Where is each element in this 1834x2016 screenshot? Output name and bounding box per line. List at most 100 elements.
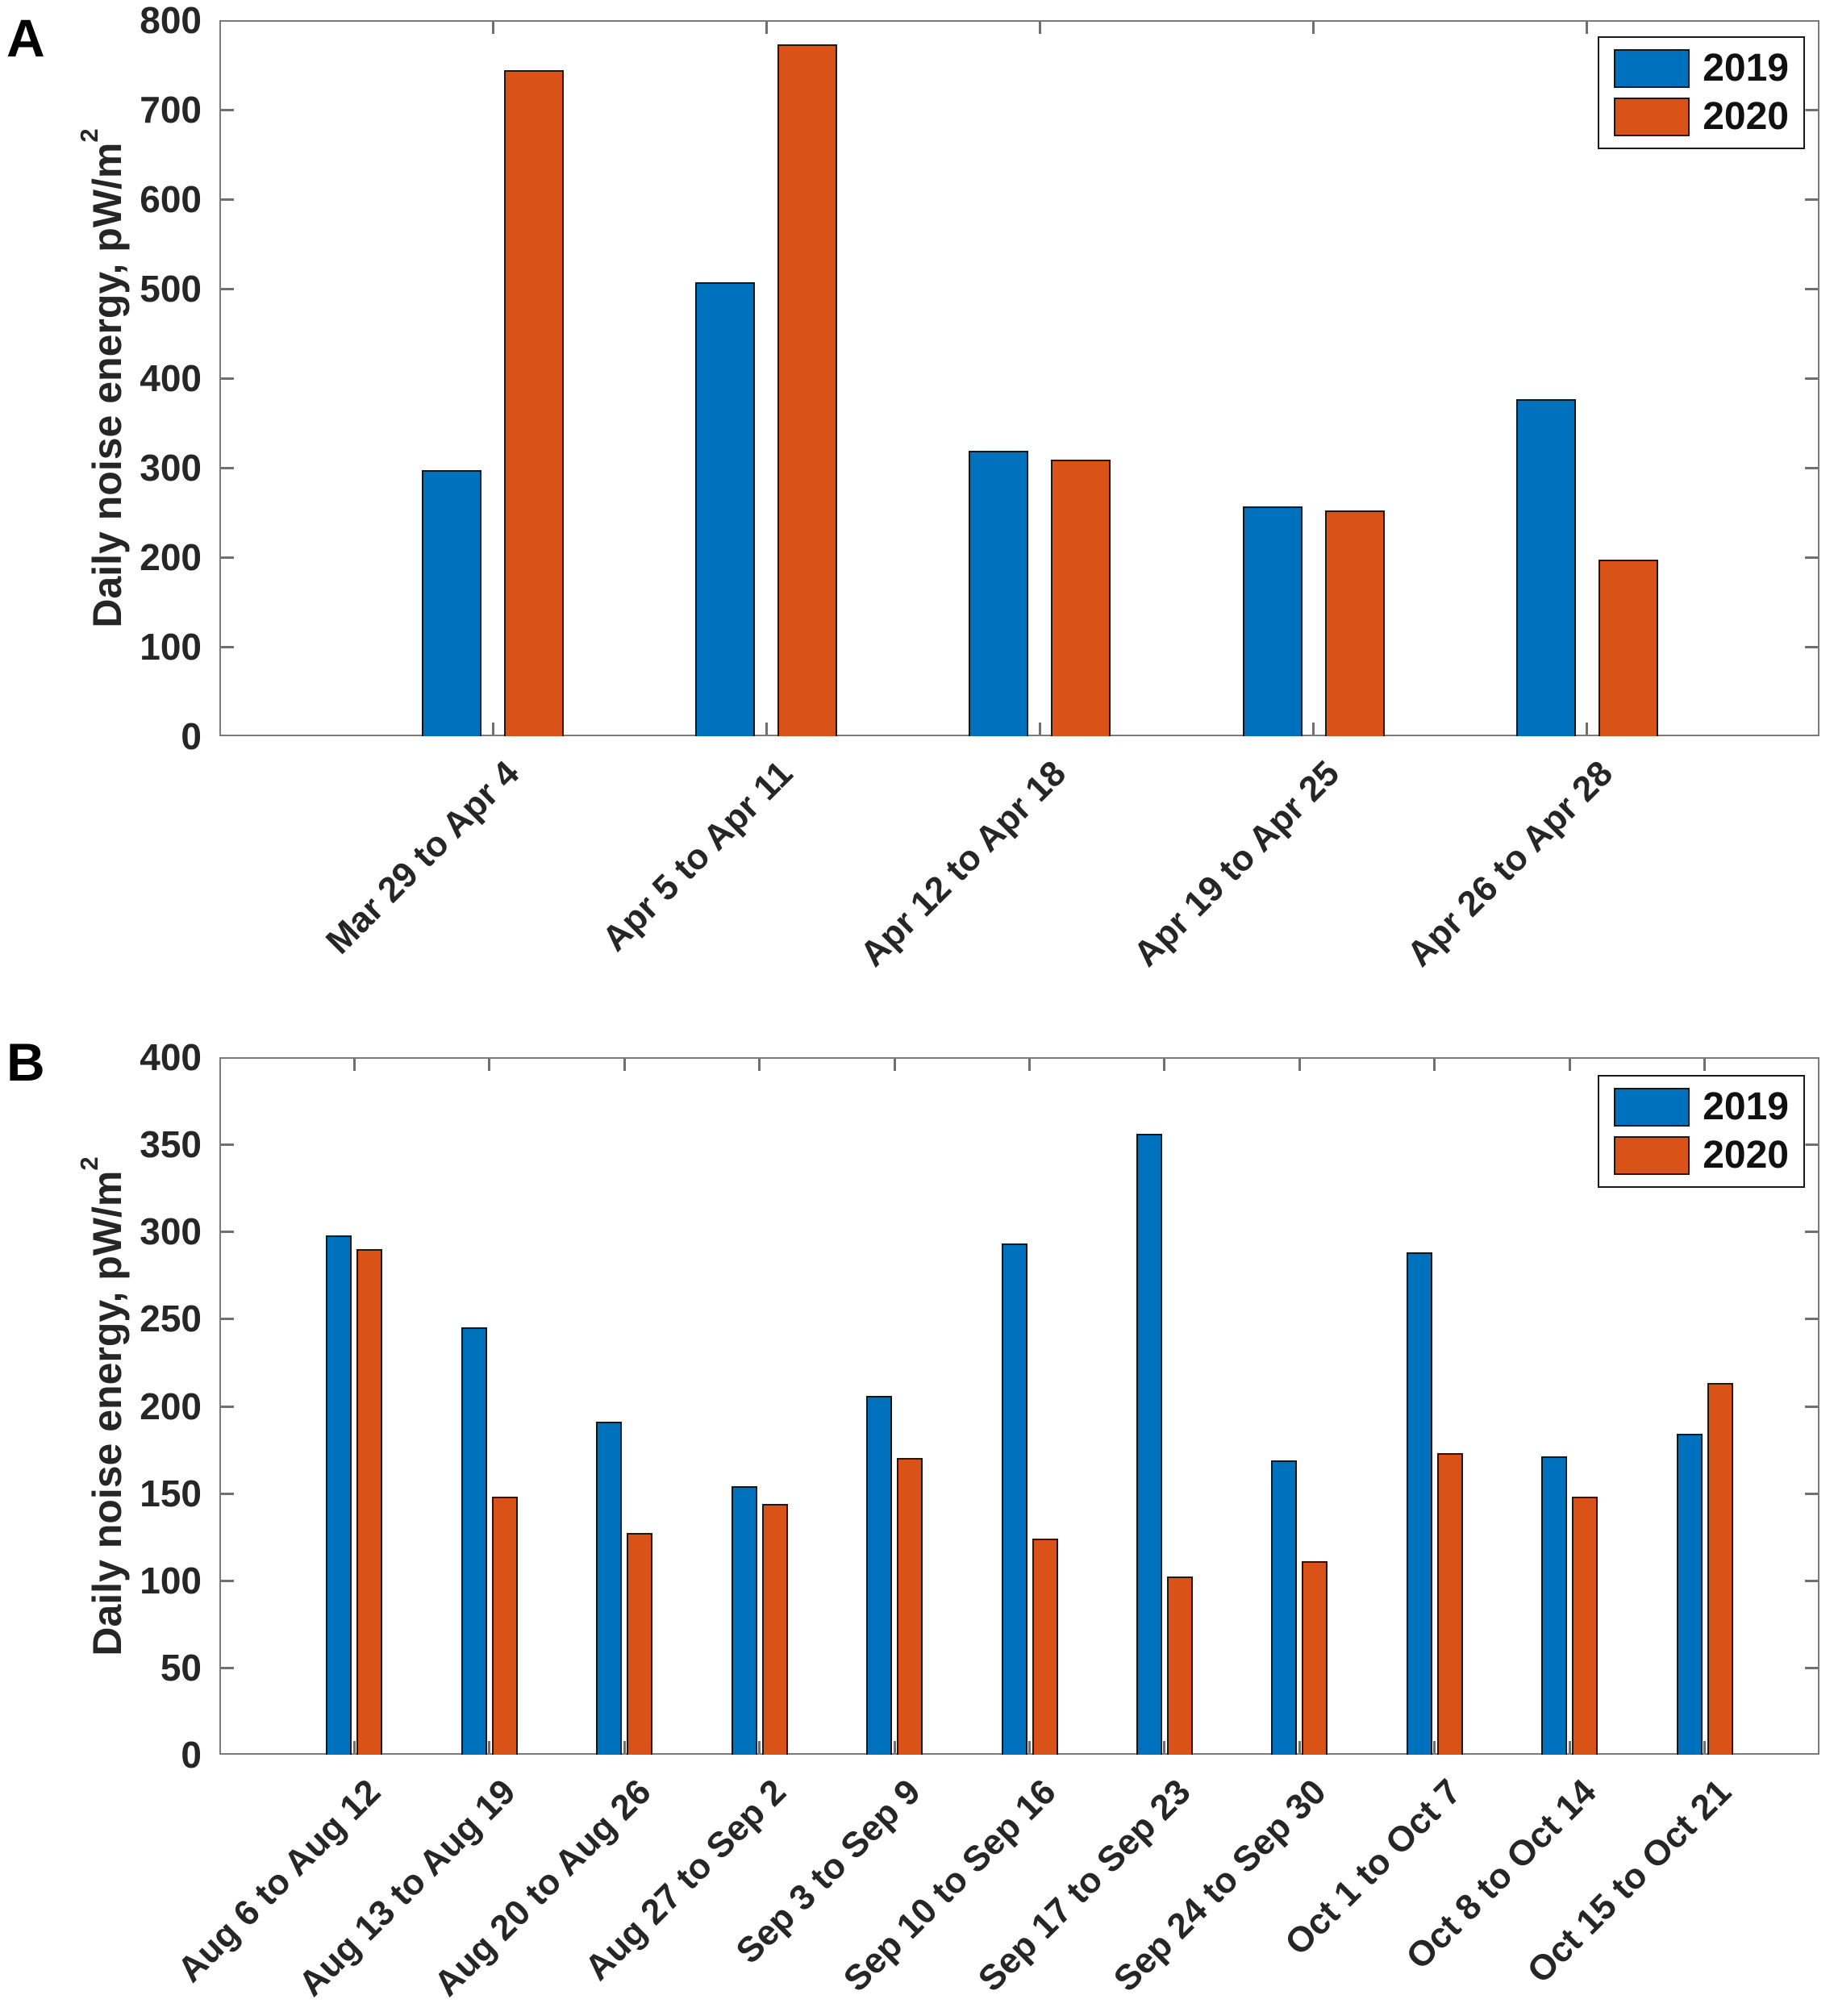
y-tick-mark-right <box>1805 1666 1818 1669</box>
y-tick-label: 0 <box>181 1734 202 1776</box>
y-tick-label: 100 <box>140 626 202 668</box>
x-tick-mark-bottom <box>1163 1741 1166 1753</box>
x-tick-mark-bottom <box>1038 723 1041 735</box>
y-tick-mark-right <box>1805 377 1818 380</box>
legend-swatch-2020 <box>1614 98 1690 136</box>
y-tick-mark-right <box>1805 1405 1818 1408</box>
y-tick-label: 300 <box>140 1210 202 1253</box>
y-tick-mark-left <box>221 1143 234 1147</box>
bar-2019-group2 <box>695 282 756 736</box>
legend-swatch-2019 <box>1614 1088 1690 1127</box>
x-tick-mark-bottom <box>1298 1741 1301 1753</box>
x-tick-mark-bottom <box>1028 1741 1032 1753</box>
x-tick-mark-top <box>765 22 768 34</box>
y-tick-mark-right <box>1805 198 1818 201</box>
x-tick-mark-bottom <box>352 1741 356 1753</box>
bar-2020-group9 <box>1436 1452 1463 1755</box>
x-tick-mark-top <box>1298 1059 1301 1071</box>
y-tick-mark-left <box>221 1405 234 1408</box>
bar-2019-group8 <box>1271 1460 1298 1755</box>
y-tick-mark-right <box>1805 1579 1818 1582</box>
y-tick-mark-left <box>221 377 234 380</box>
bar-2020-group7 <box>1166 1577 1193 1755</box>
x-tick-mark-top <box>1703 1059 1707 1071</box>
bar-2020-group8 <box>1302 1560 1328 1755</box>
y-tick-mark-left <box>221 646 234 648</box>
bar-2019-group2 <box>461 1327 487 1755</box>
x-tick-mark-top <box>758 1059 761 1071</box>
y-tick-label: 400 <box>140 357 202 399</box>
legend-label-2019: 2019 <box>1703 1085 1789 1128</box>
bar-2020-group4 <box>1324 510 1385 736</box>
y-tick-mark-left <box>221 1579 234 1582</box>
x-tick-mark-bottom <box>1703 1741 1707 1753</box>
x-tick-mark-bottom <box>765 723 768 735</box>
legend-swatch-2019 <box>1614 49 1690 88</box>
legend-item-2020: 2020 <box>1614 1136 1789 1175</box>
x-tick-mark-top <box>1312 22 1315 34</box>
bar-2019-group11 <box>1676 1434 1703 1755</box>
y-tick-label: 800 <box>140 0 202 41</box>
panel-a-label: A <box>6 8 45 68</box>
bar-2020-group10 <box>1572 1496 1598 1755</box>
y-tick-mark-right <box>1805 556 1818 559</box>
x-tick-mark-top <box>1028 1059 1032 1071</box>
y-tick-mark-left <box>221 198 234 201</box>
y-tick-label: 600 <box>140 178 202 220</box>
y-tick-mark-right <box>1805 109 1818 111</box>
bar-2019-group1 <box>326 1235 352 1755</box>
y-tick-label: 700 <box>140 89 202 131</box>
y-tick-mark-left <box>221 467 234 469</box>
bar-2019-group6 <box>1001 1243 1027 1755</box>
legend-label-2020: 2020 <box>1703 95 1789 138</box>
bar-2019-group9 <box>1406 1252 1432 1755</box>
x-tick-mark-top <box>1568 1059 1571 1071</box>
bar-2020-group5 <box>1598 560 1658 736</box>
y-tick-label: 150 <box>140 1472 202 1514</box>
x-tick-mark-bottom <box>758 1741 761 1753</box>
legend: 2019 2020 <box>1598 36 1805 149</box>
bar-2020-group3 <box>1051 460 1111 736</box>
y-axis-label: Daily noise energy, pW/m2 <box>75 1156 130 1656</box>
bar-2019-group3 <box>596 1421 623 1755</box>
x-tick-mark-top <box>1586 22 1589 34</box>
bar-2020-group2 <box>491 1496 518 1755</box>
y-tick-label: 400 <box>140 1036 202 1078</box>
legend-item-2019: 2019 <box>1614 49 1789 88</box>
legend-swatch-2020 <box>1614 1136 1690 1175</box>
x-tick-mark-bottom <box>1312 723 1315 735</box>
y-tick-mark-right <box>1805 1143 1818 1147</box>
y-tick-label: 100 <box>140 1559 202 1602</box>
bar-2019-group4 <box>1242 506 1303 736</box>
bar-2020-group1 <box>504 70 565 736</box>
y-tick-mark-left <box>221 288 234 290</box>
x-tick-mark-top <box>491 22 494 34</box>
legend-item-2020: 2020 <box>1614 98 1789 136</box>
y-axis-label-exponent: 2 <box>75 1156 104 1171</box>
y-tick-mark-left <box>221 109 234 111</box>
x-tick-mark-top <box>893 1059 896 1071</box>
x-tick-mark-bottom <box>1433 1741 1436 1753</box>
y-tick-label: 300 <box>140 447 202 489</box>
y-tick-mark-right <box>1805 1318 1818 1321</box>
bar-2020-group5 <box>897 1458 923 1755</box>
bar-2019-group7 <box>1136 1134 1162 1755</box>
bar-2020-group1 <box>356 1248 383 1755</box>
y-tick-mark-left <box>221 1318 234 1321</box>
y-tick-label: 0 <box>181 715 202 757</box>
y-tick-label: 350 <box>140 1123 202 1166</box>
y-tick-mark-left <box>221 1492 234 1495</box>
bar-2019-group5 <box>866 1395 893 1755</box>
y-tick-mark-right <box>1805 1492 1818 1495</box>
bar-2019-group5 <box>1515 398 1576 736</box>
bar-2020-group4 <box>761 1503 788 1755</box>
y-tick-label: 200 <box>140 1385 202 1427</box>
y-tick-mark-right <box>1805 646 1818 648</box>
x-tick-mark-top <box>623 1059 626 1071</box>
legend-label-2019: 2019 <box>1703 47 1789 90</box>
x-tick-mark-bottom <box>1568 1741 1571 1753</box>
y-tick-mark-left <box>221 1231 234 1234</box>
legend: 2019 2020 <box>1598 1075 1805 1188</box>
